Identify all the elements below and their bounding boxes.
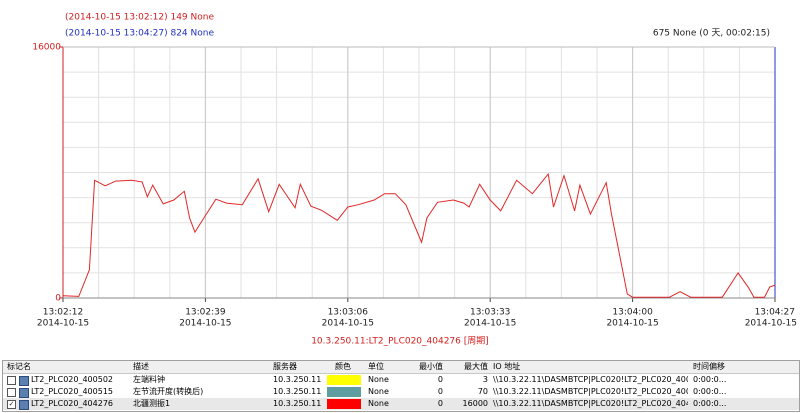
- y-tick-label: 16000: [32, 43, 61, 53]
- x-tick-date: 2014-10-15: [322, 319, 374, 329]
- max-value: 3: [482, 375, 488, 384]
- column-header: 时间偏移: [693, 362, 725, 371]
- column-header: 最小值: [419, 362, 443, 371]
- io-address: \\10.3.22.11\DASMBTCP|PLC020!LT2_PLC020_…: [493, 387, 688, 396]
- column-header: 最大值: [464, 362, 488, 371]
- column-header: 描述: [133, 362, 149, 371]
- tag-icon: [19, 376, 29, 386]
- time-offset: 0:00:0...: [693, 387, 727, 396]
- server: 10.3.250.11: [273, 399, 322, 408]
- y-tick-label: 0: [55, 294, 61, 304]
- table-row: LT2_PLC020_400502 左端料钟 10.3.250.11 None 0 3 \\…: [3, 374, 799, 386]
- table-row: ✓ LT2_PLC020_404276 北疆测振1 10.3.250.11 None 0 1…: [3, 398, 799, 410]
- cursor-1: (2014-10-15 13:02:12) 149 None: [65, 13, 214, 23]
- x-tick-date: 2014-10-15: [745, 319, 797, 329]
- tag-icon: [19, 400, 29, 410]
- table-row: LT2_PLC020_400515 左节流开度(转换后) 10.3.250.11 No…: [3, 386, 799, 398]
- server: 10.3.250.11: [273, 387, 322, 396]
- x-tick-label: 13:03:06: [328, 308, 369, 318]
- max-value: 16000: [462, 399, 488, 408]
- color-swatch: [327, 399, 361, 409]
- max-value: 70: [477, 387, 488, 396]
- column-header: 颜色: [335, 362, 351, 371]
- min-value: 0: [437, 387, 443, 396]
- tag-name: LT2_PLC020_400515: [31, 387, 114, 396]
- cursor-2: (2014-10-15 13:04:27) 824 None: [65, 29, 214, 39]
- x-tick-date: 2014-10-15: [179, 319, 231, 329]
- series-line: [62, 172, 776, 298]
- x-tick-date: 2014-10-15: [464, 319, 516, 329]
- min-value: 0: [437, 399, 443, 408]
- description: 北疆测振1: [133, 399, 171, 408]
- column-header: IO 地址: [493, 362, 521, 371]
- x-axis-label: 10.3.250.11:LT2_PLC020_404276 [周期]: [311, 336, 489, 347]
- unit: None: [368, 387, 389, 396]
- column-header: 单位: [368, 362, 384, 371]
- checkbox[interactable]: ✓: [7, 400, 16, 409]
- color-swatch: [327, 375, 361, 385]
- chart: (2014-10-15 13:02:12) 149 None (2014-10-…: [32, 13, 797, 347]
- checkbox[interactable]: [7, 388, 16, 397]
- time-offset: 0:00:0...: [693, 375, 727, 384]
- description: 左节流开度(转换后): [133, 387, 204, 396]
- x-tick-date: 2014-10-15: [606, 319, 658, 329]
- x-tick-label: 13:04:27: [755, 308, 795, 318]
- color-swatch: [327, 387, 361, 397]
- x-tick-label: 13:02:12: [43, 308, 83, 318]
- tag-table: 标记名 描述 服务器 颜色 单位 最小值 最大值 IO 地址 时间偏移 LT2_PLC020_40…: [2, 360, 800, 412]
- tag-name: LT2_PLC020_404276: [31, 399, 114, 408]
- x-tick-label: 13:04:00: [612, 308, 653, 318]
- unit: None: [368, 375, 389, 384]
- tag-icon: [19, 388, 29, 398]
- x-tick-label: 13:02:39: [185, 308, 226, 318]
- time-offset: 0:00:0...: [693, 399, 727, 408]
- min-value: 0: [437, 375, 443, 384]
- checkbox[interactable]: [7, 376, 16, 385]
- table-header: 标记名 描述 服务器 颜色 单位 最小值 最大值 IO 地址 时间偏移: [3, 361, 799, 374]
- x-tick-label: 13:03:33: [470, 308, 510, 318]
- column-header: 标记名: [7, 362, 31, 371]
- unit: None: [368, 399, 389, 408]
- tag-name: LT2_PLC020_400502: [31, 375, 114, 384]
- io-address: \\10.3.22.11\DASMBTCP|PLC020!LT2_PLC020_…: [493, 375, 688, 384]
- description: 左端料钟: [133, 375, 165, 384]
- column-header: 服务器: [273, 362, 297, 371]
- span: 675 None (0 天, 00:02:15): [653, 29, 770, 39]
- x-tick-date: 2014-10-15: [37, 319, 89, 329]
- io-address: \\10.3.22.11\DASMBTCP|PLC020!LT2_PLC020_…: [493, 399, 688, 408]
- server: 10.3.250.11: [273, 375, 322, 384]
